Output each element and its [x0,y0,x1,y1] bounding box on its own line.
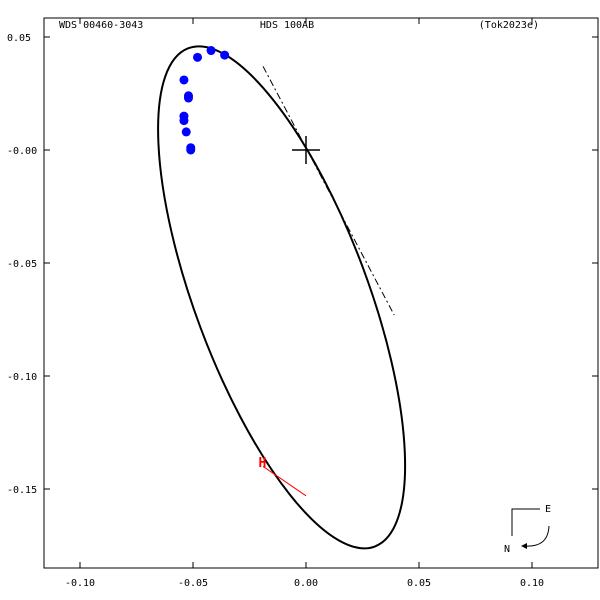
compass-axes [511,508,540,536]
observation-points [179,46,230,155]
x-tick-label: -0.10 [65,578,95,589]
header-right: (Tok2023e) [479,20,539,31]
compass: E N [504,504,551,555]
observation-point [186,145,196,155]
header-center: HDS 100AB [260,20,314,31]
y-tick-label: -0.15 [7,485,37,496]
observation-point [179,116,189,126]
observation-point [206,46,216,56]
observation-point [181,127,191,137]
compass-arrowhead [521,543,527,549]
compass-north-label: N [504,544,510,555]
marker-layer: H [259,456,307,497]
observation-point [183,93,193,103]
orbit-layer [157,45,407,550]
orbit-ellipse [157,45,407,550]
axis-ticks: -0.10 -0.05 0.00 0.05 0.10 0.05 -0.00 -0.05 -0.1… [7,18,598,589]
y-tick-label: -0.10 [7,372,37,383]
line-of-nodes [262,66,395,316]
h-marker-line [262,465,307,497]
y-tick-label: 0.05 [7,33,31,44]
observation-point [220,50,230,60]
plot-frame [43,17,599,569]
observation-point [193,52,203,62]
y-tick-label: -0.00 [7,146,37,157]
x-tick-label: 0.05 [407,578,431,589]
compass-arrow-arc [523,525,550,547]
x-tick-label: 0.00 [294,578,318,589]
observation-point [179,75,189,85]
h-marker-label: H [259,456,267,471]
compass-east-label: E [545,504,551,515]
x-tick-label: -0.05 [178,578,208,589]
y-tick-label: -0.05 [7,259,37,270]
header-left: WDS 00460-3043 [59,20,143,31]
x-tick-label: 0.10 [520,578,544,589]
